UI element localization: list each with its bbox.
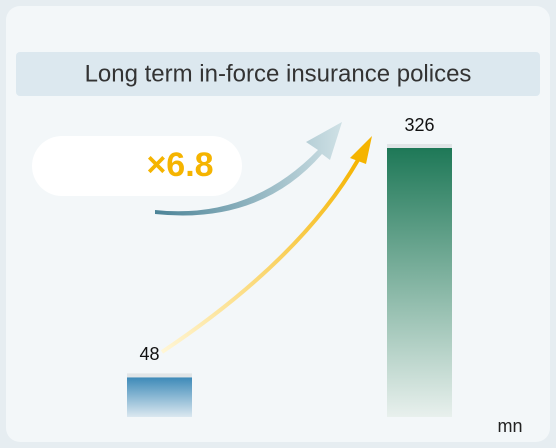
arrow: [155, 122, 342, 216]
annotation-pill: [32, 136, 242, 196]
arrow-head: [350, 136, 372, 164]
annotation: ×6.8: [146, 146, 213, 184]
chart-title: Long term in-force insurance polices: [85, 60, 472, 87]
title-box: [16, 52, 540, 96]
unit: mn: [497, 416, 522, 436]
value-label: 326: [404, 115, 434, 135]
value-label: 48: [139, 344, 159, 364]
bar-cap: [387, 144, 452, 148]
bar: [387, 148, 452, 417]
bar-cap: [127, 373, 192, 378]
bar: [127, 377, 192, 417]
arrow: [160, 158, 360, 354]
